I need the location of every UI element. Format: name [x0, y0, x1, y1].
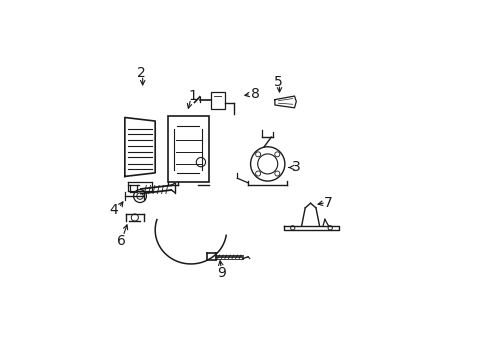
- Circle shape: [290, 226, 294, 230]
- Circle shape: [274, 152, 279, 157]
- Text: 2: 2: [136, 66, 145, 80]
- Text: 8: 8: [250, 87, 259, 101]
- Text: 4: 4: [109, 203, 118, 217]
- Circle shape: [250, 147, 285, 181]
- Circle shape: [196, 157, 205, 167]
- Circle shape: [274, 171, 279, 176]
- Text: 7: 7: [324, 196, 332, 210]
- Text: 3: 3: [291, 161, 300, 175]
- Bar: [210, 93, 224, 109]
- Text: 6: 6: [117, 234, 125, 248]
- Circle shape: [327, 226, 332, 230]
- Text: 9: 9: [216, 266, 225, 280]
- Circle shape: [137, 193, 143, 199]
- Text: 1: 1: [188, 89, 197, 103]
- Circle shape: [255, 171, 260, 176]
- Circle shape: [131, 214, 138, 221]
- Text: 5: 5: [273, 75, 282, 89]
- Circle shape: [133, 190, 146, 203]
- Circle shape: [255, 152, 260, 157]
- Circle shape: [257, 154, 277, 174]
- Bar: [167, 116, 208, 182]
